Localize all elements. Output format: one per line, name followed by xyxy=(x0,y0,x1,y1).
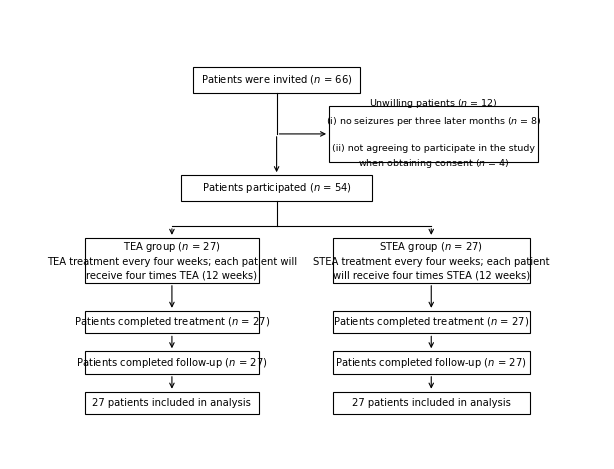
Bar xyxy=(85,351,258,374)
Bar xyxy=(193,67,360,93)
Bar xyxy=(333,351,530,374)
Text: Unwilling patients ($n$ = 12)
(i) no seizures per three later months ($n$ = 8)

: Unwilling patients ($n$ = 12) (i) no sei… xyxy=(326,98,542,170)
Bar xyxy=(333,392,530,414)
Text: Patients were invited ($n$ = 66): Patients were invited ($n$ = 66) xyxy=(201,73,352,86)
Bar xyxy=(182,175,372,201)
Bar xyxy=(333,238,530,283)
Bar xyxy=(329,106,538,162)
Text: 27 patients included in analysis: 27 patients included in analysis xyxy=(352,398,511,408)
Bar xyxy=(85,392,258,414)
Bar xyxy=(85,238,258,283)
Text: Patients completed follow-up ($n$ = 27): Patients completed follow-up ($n$ = 27) xyxy=(335,356,527,370)
Bar xyxy=(85,310,258,333)
Bar xyxy=(333,310,530,333)
Text: STEA group ($n$ = 27)
STEA treatment every four weeks; each patient
will receive: STEA group ($n$ = 27) STEA treatment eve… xyxy=(313,240,550,281)
Text: Patients completed follow-up ($n$ = 27): Patients completed follow-up ($n$ = 27) xyxy=(76,356,268,370)
Text: 27 patients included in analysis: 27 patients included in analysis xyxy=(93,398,251,408)
Text: Patients completed treatment ($n$ = 27): Patients completed treatment ($n$ = 27) xyxy=(333,315,529,329)
Text: TEA group ($n$ = 27)
TEA treatment every four weeks; each patient will
receive f: TEA group ($n$ = 27) TEA treatment every… xyxy=(47,240,297,281)
Text: Patients participated ($n$ = 54): Patients participated ($n$ = 54) xyxy=(201,181,352,195)
Text: Patients completed treatment ($n$ = 27): Patients completed treatment ($n$ = 27) xyxy=(74,315,270,329)
